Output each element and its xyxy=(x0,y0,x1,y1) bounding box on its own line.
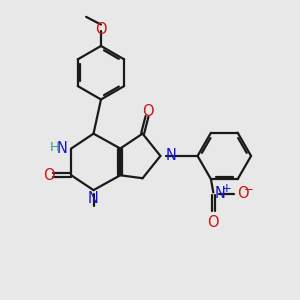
Text: O: O xyxy=(237,187,248,202)
Text: −: − xyxy=(244,183,254,196)
Text: N: N xyxy=(88,191,99,206)
Text: O: O xyxy=(208,215,219,230)
Text: N: N xyxy=(56,141,67,156)
Text: N: N xyxy=(166,148,177,164)
Text: H: H xyxy=(50,141,60,154)
Text: O: O xyxy=(95,22,107,37)
Text: +: + xyxy=(222,182,232,195)
Text: O: O xyxy=(43,168,55,183)
Text: O: O xyxy=(142,104,153,119)
Text: N: N xyxy=(214,187,225,202)
